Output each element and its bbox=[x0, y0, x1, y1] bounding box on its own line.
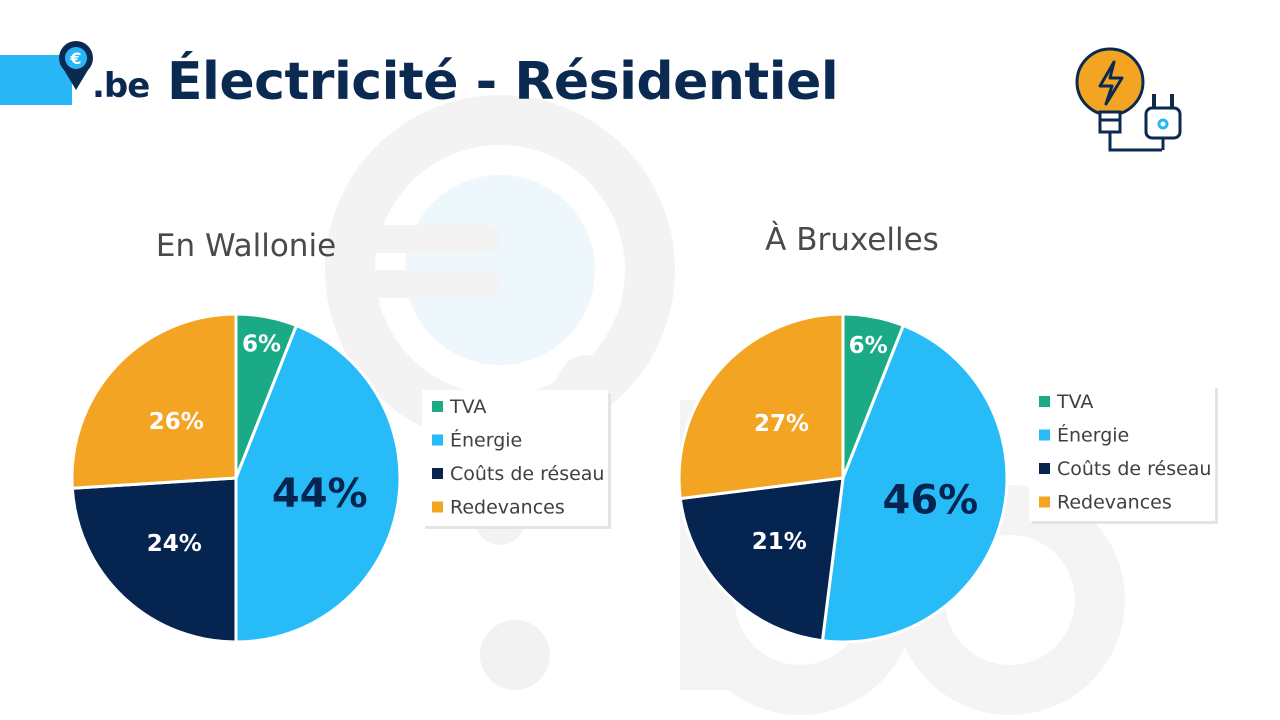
legend-item-tva: TVA bbox=[449, 396, 486, 418]
legend-item-redevances: Redevances bbox=[1057, 492, 1172, 514]
chart-title: À Bruxelles bbox=[765, 222, 939, 258]
lightbulb-plug-icon bbox=[1075, 47, 1182, 152]
data-label-redevances: 26% bbox=[149, 409, 204, 435]
logo-pin-icon: € bbox=[59, 41, 93, 90]
data-label-energie: 46% bbox=[882, 477, 978, 523]
legend-item-energie: Énergie bbox=[450, 429, 522, 452]
legend-box bbox=[422, 390, 608, 526]
pie-slice-energie bbox=[234, 323, 402, 644]
legend-swatch-redevances bbox=[432, 501, 443, 513]
legend-swatch-tva bbox=[432, 401, 443, 412]
pie-slice-reseau bbox=[678, 476, 845, 643]
chart-title: En Wallonie bbox=[156, 228, 336, 264]
legend-swatch-reseau bbox=[1039, 463, 1050, 474]
chart-legend: TVA Énergie Coûts de réseau Redevances bbox=[1029, 385, 1218, 524]
page-title: Électricité - Résidentiel bbox=[167, 52, 839, 112]
legend-swatch-redevances bbox=[1039, 496, 1050, 508]
legend-swatch-energie bbox=[1039, 429, 1050, 441]
data-label-tva: 6% bbox=[242, 331, 281, 357]
pie-slice-redevances bbox=[70, 312, 238, 490]
legend-box bbox=[1029, 385, 1215, 521]
legend-swatch-reseau bbox=[432, 468, 443, 479]
logo-text: .be bbox=[92, 66, 150, 106]
data-label-reseau: 21% bbox=[752, 529, 807, 555]
pie-slice-redevances bbox=[677, 312, 845, 501]
pie-slice-energie bbox=[820, 323, 1009, 644]
data-label-redevances: 27% bbox=[754, 411, 809, 437]
data-label-tva: 6% bbox=[849, 333, 888, 359]
legend-swatch-energie bbox=[432, 434, 443, 446]
legend-swatch-tva bbox=[1039, 396, 1050, 407]
chart-legend: TVA Énergie Coûts de réseau Redevances bbox=[422, 390, 611, 529]
data-label-energie: 44% bbox=[272, 471, 368, 517]
legend-item-reseau: Coûts de réseau bbox=[1057, 458, 1211, 480]
legend-item-energie: Énergie bbox=[1057, 424, 1129, 447]
logo-euro-symbol: € bbox=[69, 49, 81, 68]
pie-slice-reseau bbox=[70, 476, 238, 644]
legend-item-redevances: Redevances bbox=[450, 497, 565, 519]
legend-item-tva: TVA bbox=[1056, 391, 1093, 413]
data-label-reseau: 24% bbox=[147, 531, 202, 557]
legend-item-reseau: Coûts de réseau bbox=[450, 463, 604, 485]
